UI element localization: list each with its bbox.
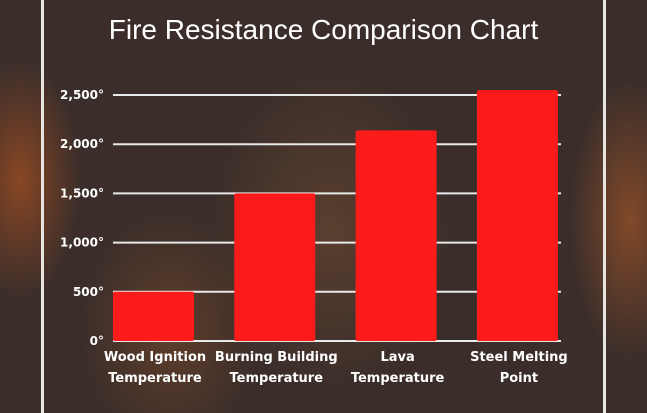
frame-left [41, 0, 44, 413]
y-tick-label: 1,500° [60, 186, 104, 200]
x-tick-label: Point [500, 371, 538, 386]
x-tick-label: Lava [380, 350, 414, 365]
x-tick-label: Steel Melting [470, 350, 568, 365]
y-tick-label: 2,500° [60, 88, 104, 102]
x-tick-label: Temperature [351, 371, 445, 386]
chart-title: Fire Resistance Comparison Chart [108, 14, 539, 45]
y-tick-label: 1,000° [60, 236, 104, 250]
frame-right [603, 0, 606, 413]
bar [476, 90, 558, 341]
y-tick-label: 0° [90, 334, 104, 348]
x-tick-label: Wood Ignition [104, 350, 206, 365]
bar [234, 193, 316, 341]
bar [355, 130, 437, 341]
y-tick-label: 2,000° [60, 137, 104, 151]
x-tick-label: Temperature [230, 371, 324, 386]
bar [113, 291, 194, 341]
x-tick-label: Burning Building [215, 350, 338, 365]
y-tick-label: 500° [73, 285, 104, 299]
x-tick-label: Temperature [108, 371, 202, 386]
